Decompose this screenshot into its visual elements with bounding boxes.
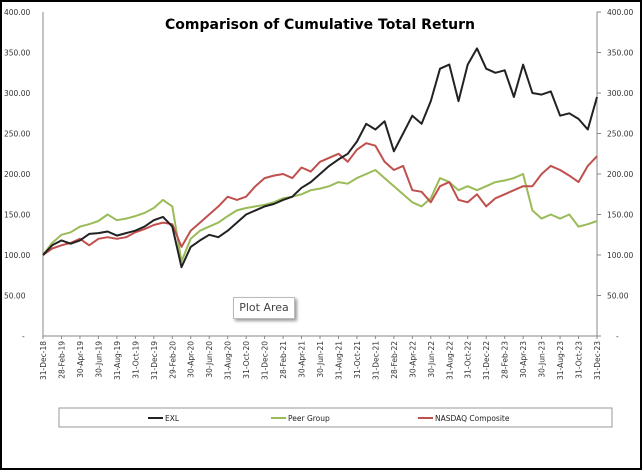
plot-area-tooltip: Plot Area (233, 297, 295, 319)
x-tick-label: 31-Dec-20 (261, 341, 270, 380)
series-line-peer-group (42, 169, 598, 263)
y-tick-label: - (22, 332, 25, 341)
x-tick-label: 31-Aug-20 (224, 341, 233, 380)
x-tick-label: 28-Feb-22 (390, 341, 399, 379)
x-tick-label: 31-Oct-19 (131, 341, 140, 379)
x-tick-label: 30-Apr-19 (76, 341, 85, 378)
y-tick-label: 200.00 (4, 170, 30, 179)
x-tick-label: 31-Dec-22 (482, 341, 491, 380)
legend-label: EXL (165, 414, 180, 423)
y-tick-label: 100.00 (4, 251, 30, 260)
x-tick-label: 30-Jun-22 (427, 341, 436, 378)
y-tick-label: 350.00 (4, 49, 30, 58)
y-tick-label: 50.00 (4, 292, 26, 301)
y2-tick-label: 300.00 (607, 89, 633, 98)
x-tick-label: 30-Jun-19 (94, 341, 103, 378)
x-tick-label: 30-Jun-20 (205, 341, 214, 378)
y2-tick-label: 100.00 (607, 251, 633, 260)
x-tick-label: 31-Dec-21 (371, 341, 380, 380)
x-tick-label: 30-Apr-23 (519, 341, 528, 378)
y2-tick-label: 250.00 (607, 130, 633, 139)
x-tick-label: 31-Oct-22 (464, 341, 473, 379)
series-line-exl (42, 47, 598, 269)
x-tick-label: 31-Dec-19 (150, 341, 159, 380)
y2-tick-label: - (616, 332, 619, 341)
x-tick-label: 31-Aug-19 (113, 341, 122, 380)
y-tick-label: 400.00 (4, 8, 30, 17)
y-tick-label: 150.00 (4, 211, 30, 220)
y2-tick-label: 200.00 (607, 170, 633, 179)
x-tick-label: 31-Dec-18 (39, 341, 48, 380)
legend-label: Peer Group (288, 414, 330, 423)
x-tick-label: 29-Feb-20 (168, 341, 177, 379)
y2-tick-label: 150.00 (607, 211, 633, 220)
legend-box (58, 407, 613, 428)
x-tick-label: 28-Feb-21 (279, 341, 288, 379)
series-line-nasdaq-composite (42, 142, 598, 256)
x-tick-label: 31-Aug-23 (556, 341, 565, 380)
y2-tick-label: 400.00 (607, 8, 633, 17)
x-tick-label: 30-Apr-21 (298, 341, 307, 378)
legend-label: NASDAQ Composite (435, 414, 510, 423)
y-tick-label: 300.00 (4, 89, 30, 98)
y2-tick-label: 50.00 (607, 292, 629, 301)
x-tick-label: 31-Oct-21 (353, 341, 362, 379)
y-tick-label: 250.00 (4, 130, 30, 139)
x-tick-label: 31-Oct-23 (575, 341, 584, 379)
x-tick-label: 31-Aug-22 (445, 341, 454, 380)
x-tick-label: 30-Jun-23 (538, 341, 547, 378)
x-tick-label: 31-Aug-21 (334, 341, 343, 380)
x-tick-label: 28-Feb-19 (57, 341, 66, 379)
x-tick-label: 30-Apr-22 (408, 341, 417, 378)
x-tick-label: 30-Jun-21 (316, 341, 325, 378)
x-tick-label: 31-Oct-20 (242, 341, 251, 379)
x-tick-label: 30-Apr-20 (187, 341, 196, 378)
x-tick-label: 31-Dec-23 (593, 341, 602, 380)
y2-tick-label: 350.00 (607, 49, 633, 58)
chart-title: Comparison of Cumulative Total Return (165, 17, 475, 33)
x-tick-label: 28-Feb-23 (501, 341, 510, 379)
